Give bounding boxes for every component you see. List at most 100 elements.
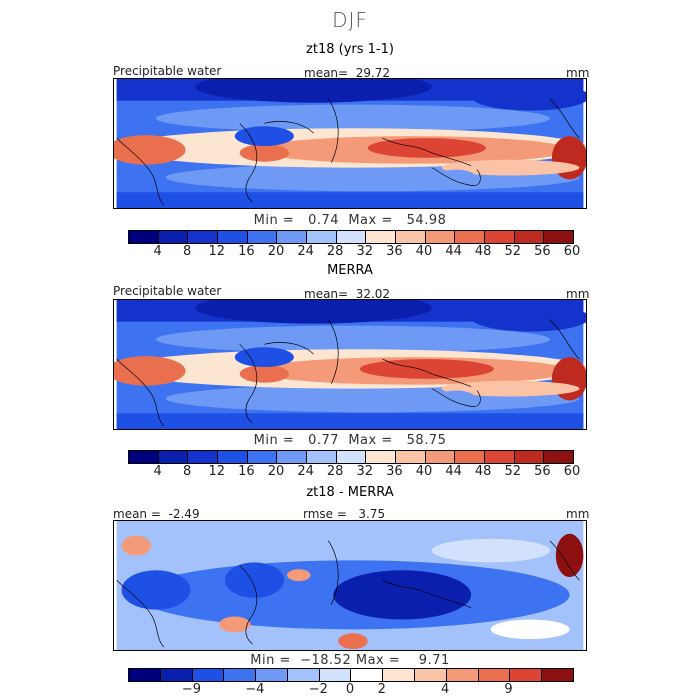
panel-2-colorbar-tick: 40 xyxy=(415,464,433,479)
map-coastline xyxy=(116,358,165,427)
panel-2-title: MERRA xyxy=(327,263,373,278)
panel-1-colorbar-swatch xyxy=(129,231,159,243)
panel-3-title: zt18 - MERRA xyxy=(306,485,394,500)
panel-1-colorbar-tick: 8 xyxy=(183,244,192,259)
map-anomaly xyxy=(286,569,311,582)
panel-2-colorbar-tick: 16 xyxy=(238,464,255,479)
panel-3-colorbar-tick: −4 xyxy=(245,682,265,697)
panel-2-colorbar-swatch xyxy=(425,451,456,463)
panel-3-minmax: Min = −18.52 Max = 9.71 xyxy=(0,653,700,668)
panel-2-colorbar-swatch xyxy=(396,451,426,463)
panel-1-colorbar-swatch xyxy=(277,231,308,243)
panel-3-colorbar-swatch xyxy=(160,669,193,681)
panel-1-colorbar-tick: 4 xyxy=(153,244,162,259)
map-dry-region xyxy=(436,169,477,186)
map-dry-region xyxy=(195,300,432,324)
panel-3-mean-label: mean = -2.49 xyxy=(113,507,200,521)
panel-2-max-value: 58.75 xyxy=(406,433,447,448)
panel-2-colorbar-tick: 8 xyxy=(183,464,192,479)
panel-1-colorbar-swatch xyxy=(188,231,219,243)
panel-1-colorbar-swatch xyxy=(514,231,545,243)
panel-2-colorbar-swatch xyxy=(247,451,278,463)
panel-2-colorbar-swatch xyxy=(218,451,248,463)
map-dry-region xyxy=(436,390,477,407)
panel-3-colorbar-tick: 2 xyxy=(377,682,386,697)
map-anomaly xyxy=(333,570,472,620)
panel-1-colorbar-swatch xyxy=(158,231,189,243)
panel-1-colorbar-swatch xyxy=(307,231,337,243)
map-anomaly xyxy=(431,538,550,563)
panel-3-colorbar-swatch xyxy=(224,669,257,681)
panel-1-colorbar-swatch xyxy=(544,231,574,243)
map-anomaly xyxy=(121,570,191,610)
map-moist-region xyxy=(441,380,580,397)
panel-1-colorbar-tick: 32 xyxy=(356,244,374,259)
panel-3-colorbar-swatch xyxy=(510,669,543,681)
panel-2-colorbar-swatch xyxy=(544,451,574,463)
map-coastline xyxy=(239,344,258,424)
map-band xyxy=(156,325,550,354)
panel-3-units-label: mm xyxy=(566,507,590,521)
panel-2-colorbar-tick: 56 xyxy=(534,464,551,479)
panel-1-colorbar-tick: 44 xyxy=(445,244,462,259)
map-coastline xyxy=(382,579,472,608)
panel-3-colorbar-ticks: −9 −4 −2 0 2 4 9 xyxy=(128,682,572,698)
panel-3-colorbar-swatch xyxy=(446,669,479,681)
panel-2-colorbar-swatch xyxy=(277,451,308,463)
panel-1-colorbar-tick: 16 xyxy=(238,244,255,259)
panel-3-colorbar-swatch xyxy=(287,669,320,681)
panel-1-colorbar-swatch xyxy=(366,231,397,243)
panel-3-max-label: Max = xyxy=(355,653,401,668)
panel-2-colorbar-tick: 32 xyxy=(356,464,374,479)
panel-1-colorbar-tick: 52 xyxy=(504,244,522,259)
map-coastline xyxy=(382,358,472,387)
panel-1-map xyxy=(113,78,587,209)
panel-1-min-label: Min = xyxy=(253,213,295,228)
panel-2-colorbar-swatch xyxy=(455,451,486,463)
panel-1-colorbar-swatch xyxy=(425,231,456,243)
panel-3-min-value: −18.52 xyxy=(300,653,352,668)
panel-1-colorbar-tick: 36 xyxy=(386,244,403,259)
map-moist-region xyxy=(114,356,186,386)
map-coastline xyxy=(264,121,314,134)
panel-3-colorbar-tick: 0 xyxy=(345,682,355,697)
map-coastline xyxy=(116,137,165,206)
panel-2-colorbar-tick: 4 xyxy=(153,464,162,479)
panel-2-variable-label: Precipitable water xyxy=(113,284,222,298)
panel-2-min-value: 0.77 xyxy=(308,433,340,448)
map-moist-region xyxy=(239,364,289,383)
panel-2-colorbar-swatch xyxy=(188,451,219,463)
panel-2-min-label: Min = xyxy=(253,433,295,448)
panel-1-colorbar-swatch xyxy=(336,231,367,243)
panel-2-mean-label: mean= 32.02 xyxy=(304,287,391,301)
panel-1-colorbar-tick: 12 xyxy=(208,244,226,259)
panel-1-colorbar xyxy=(128,230,574,244)
panel-2-colorbar-tick: 28 xyxy=(326,464,344,479)
panel-3-colorbar-swatch xyxy=(478,669,511,681)
panel-3-map xyxy=(113,520,587,651)
panel-3-colorbar-swatch xyxy=(129,669,161,681)
panel-1-mean-label: mean= 29.72 xyxy=(304,66,391,80)
panel-2-colorbar-swatch xyxy=(129,451,159,463)
map-coastline xyxy=(116,579,165,648)
panel-1-variable-label: Precipitable water xyxy=(113,64,222,78)
panel-3-colorbar-tick: 4 xyxy=(441,682,450,697)
panel-1-title: zt18 (yrs 1-1) xyxy=(306,42,394,57)
panel-2-colorbar-ticks: 4 8 12 16 20 24 28 32 36 40 44 48 52 56 60 xyxy=(128,464,580,480)
panel-3-colorbar-tick: −9 xyxy=(181,682,202,697)
map-moist-region xyxy=(114,135,186,165)
map-coastline xyxy=(239,565,258,645)
map-coastline xyxy=(549,540,580,581)
panel-1-colorbar-tick: 20 xyxy=(267,244,285,259)
panel-1-colorbar-tick: 24 xyxy=(297,244,314,259)
figure-title: DJF xyxy=(332,8,368,32)
panel-2-colorbar-swatch xyxy=(336,451,367,463)
map-anomaly xyxy=(555,533,584,578)
panel-3-colorbar xyxy=(128,668,574,682)
panel-3-colorbar-tick: −2 xyxy=(308,682,328,697)
map-coastline xyxy=(431,388,481,407)
map-dry-region xyxy=(195,79,432,103)
panel-3-rmse-label: rmse = 3.75 xyxy=(303,507,386,521)
map-moist-region xyxy=(239,143,289,162)
panel-3-colorbar-swatch xyxy=(319,669,352,681)
